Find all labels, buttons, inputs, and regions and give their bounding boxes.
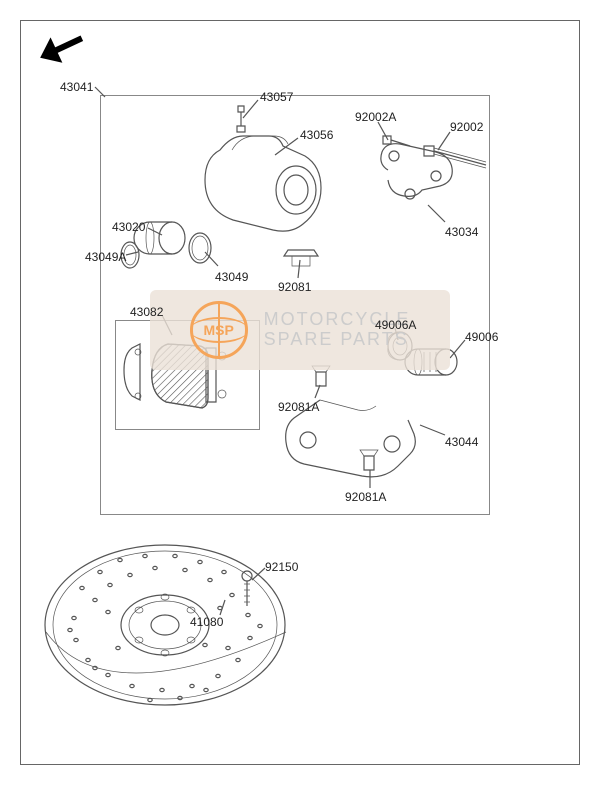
label-49006: 49006 xyxy=(465,330,498,344)
label-92002: 92002 xyxy=(450,120,483,134)
part-brake-disc xyxy=(45,545,286,705)
label-43057: 43057 xyxy=(260,90,293,104)
part-seal-inner xyxy=(189,233,211,263)
label-43049A: 43049A xyxy=(85,250,126,264)
part-brake-pad-a xyxy=(124,344,141,400)
label-92002A: 92002A xyxy=(355,110,396,124)
part-spring-clip xyxy=(284,250,318,266)
label-92081A-2: 92081A xyxy=(345,490,386,504)
label-43034: 43034 xyxy=(445,225,478,239)
part-disc-bolt xyxy=(242,571,252,606)
label-92150: 92150 xyxy=(265,560,298,574)
label-92081A-1: 92081A xyxy=(278,400,319,414)
label-49006A: 49006A xyxy=(375,318,416,332)
diagram-canvas: MSP MOTORCYCLE SPARE PARTS 43041 43057 9… xyxy=(0,0,600,785)
label-43049: 43049 xyxy=(215,270,248,284)
part-bolt-long xyxy=(424,146,486,168)
part-clip-b xyxy=(360,450,378,470)
watermark-logo-icon: MSP xyxy=(190,301,248,359)
label-43020: 43020 xyxy=(112,220,145,234)
part-caliper-body xyxy=(205,136,321,231)
label-92081: 92081 xyxy=(278,280,311,294)
parts-lineart xyxy=(0,0,600,785)
watermark-line2: SPARE PARTS xyxy=(264,330,411,350)
label-41080: 41080 xyxy=(190,615,223,629)
label-43041: 43041 xyxy=(60,80,93,94)
label-43056: 43056 xyxy=(300,128,333,142)
part-torque-link xyxy=(381,144,452,199)
label-43082: 43082 xyxy=(130,305,163,319)
part-bleed-screw xyxy=(237,106,245,132)
watermark-logo-text: MSP xyxy=(203,322,233,338)
label-43044: 43044 xyxy=(445,435,478,449)
